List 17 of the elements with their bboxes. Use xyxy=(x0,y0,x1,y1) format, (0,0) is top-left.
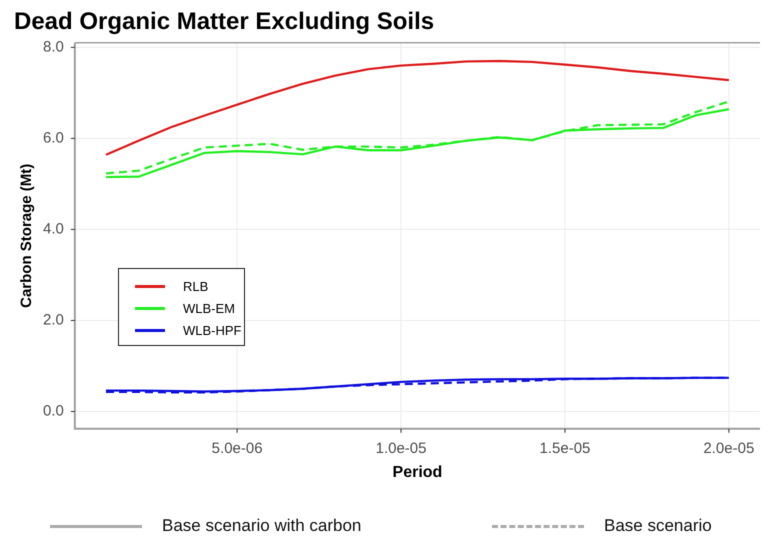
chart-title: Dead Organic Matter Excluding Soils xyxy=(14,8,434,36)
text: Base scenario xyxy=(604,516,712,536)
y-axis-title: Carbon Storage (Mt) xyxy=(18,164,36,308)
x-tick-label: 5.0e-06 xyxy=(212,440,263,457)
x-axis-title: Period xyxy=(392,464,442,481)
legend-label: WLB-EM xyxy=(183,300,235,316)
y-tick-label: 8.0 xyxy=(42,38,64,56)
y-tick-label: 0.0 xyxy=(42,402,64,420)
x-tick-label: 2.0e-05 xyxy=(703,440,754,457)
x-tick-label: 1.0e-05 xyxy=(376,440,426,457)
y-tick-label: 6.0 xyxy=(42,130,64,147)
x-tick-label: 1.5e-05 xyxy=(540,440,590,457)
y-tick-label: 4.0 xyxy=(42,220,64,238)
text: Base scenario with carbon xyxy=(162,516,362,536)
legend-label: RLB xyxy=(183,278,208,294)
y-tick-label: 2.0 xyxy=(42,312,64,329)
legend-label: WLB-HPF xyxy=(183,322,242,338)
